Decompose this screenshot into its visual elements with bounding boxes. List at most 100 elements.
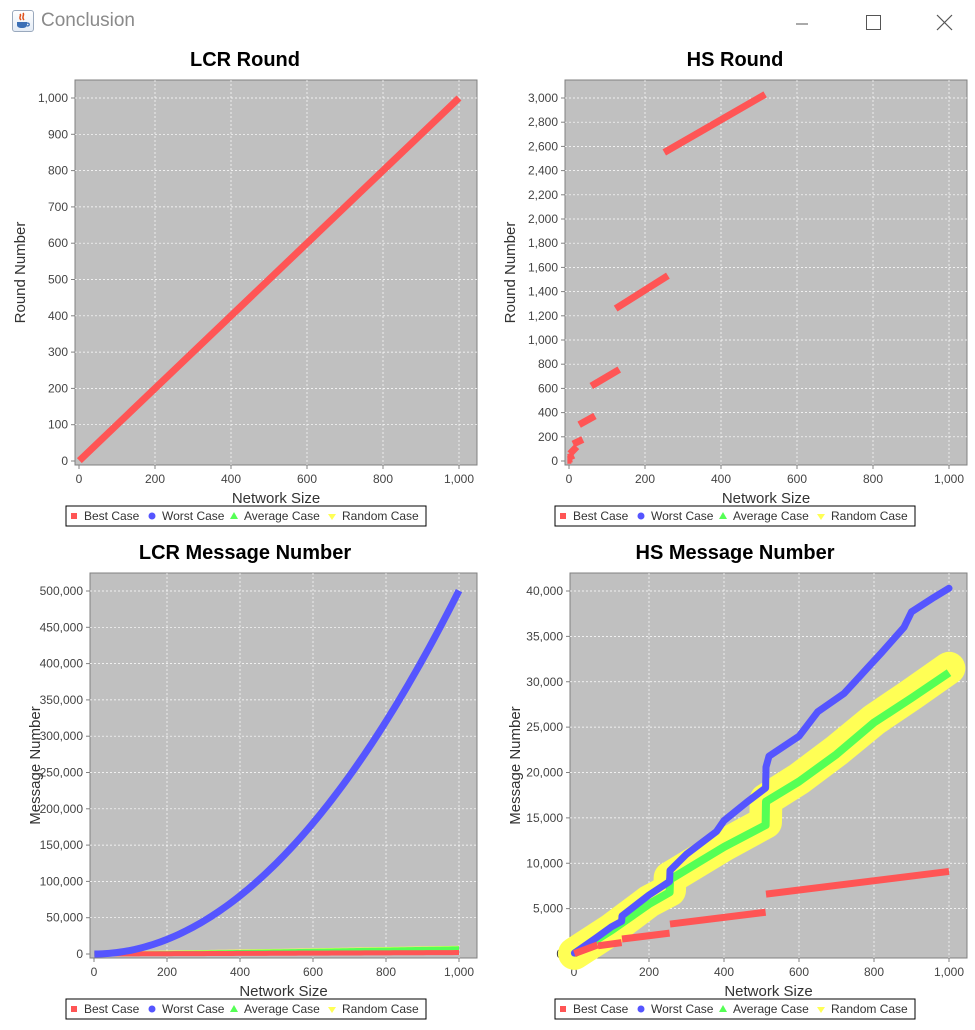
y-tick-label: 1,800 xyxy=(528,236,558,250)
y-tick-label: 30,000 xyxy=(526,675,563,689)
chart-legend: Best Case Worst Case Average Case Random Ca… xyxy=(65,998,427,1020)
chart-title: LCR Message Number xyxy=(139,542,351,564)
legend-box xyxy=(554,998,916,1020)
series-best-case xyxy=(94,950,460,957)
series-group xyxy=(76,95,462,464)
series-best-case-segment xyxy=(669,908,767,928)
legend-label: Worst Case xyxy=(162,509,225,523)
y-tick-label: 0 xyxy=(551,454,558,468)
y-tick-label: 700 xyxy=(48,200,68,214)
legend-box xyxy=(554,505,916,527)
maximize-button[interactable] xyxy=(857,8,889,36)
y-tick-label: 1,000 xyxy=(38,91,68,105)
y-tick-label: 250,000 xyxy=(40,766,84,780)
legend-square-icon xyxy=(71,513,77,519)
y-tick-label: 1,200 xyxy=(528,309,558,323)
y-tick-label: 150,000 xyxy=(40,838,84,852)
y-tick-label: 25,000 xyxy=(526,720,563,734)
x-tick-label: 0 xyxy=(76,472,83,486)
legend-label: Average Case xyxy=(244,1002,320,1016)
y-tick-label: 0 xyxy=(61,454,68,468)
series-best-case-segment xyxy=(571,436,585,448)
series-best-case-segment xyxy=(577,412,597,428)
y-tick-label: 900 xyxy=(48,127,68,141)
chart-title: LCR Round xyxy=(190,49,300,71)
y-tick-label: 0 xyxy=(76,947,83,961)
y-axis-label: Round Number xyxy=(502,222,519,324)
y-tick-label: 600 xyxy=(538,381,558,395)
y-tick-label: 35,000 xyxy=(526,629,563,643)
legend-circle-icon xyxy=(637,512,645,520)
x-tick-label: 600 xyxy=(789,965,809,979)
series-best-case-segment xyxy=(613,272,670,312)
y-tick-label: 100,000 xyxy=(40,874,84,888)
y-tick-label: 300,000 xyxy=(40,729,84,743)
series-best-case-segment xyxy=(597,939,623,950)
y-tick-label: 1,400 xyxy=(528,285,558,299)
legend-down-triangle-icon xyxy=(328,514,336,520)
series-average-case xyxy=(572,669,952,957)
x-axis-label: Network Size xyxy=(239,983,327,1000)
y-tick-label: 50,000 xyxy=(46,911,83,925)
window-titlebar: Conclusion xyxy=(0,0,975,44)
y-tick-label: 400 xyxy=(48,309,68,323)
legend-down-triangle-icon xyxy=(328,1007,336,1013)
minimize-icon xyxy=(796,23,808,25)
series-worst-case xyxy=(570,584,953,957)
x-tick-label: 200 xyxy=(635,472,655,486)
y-tick-label: 800 xyxy=(48,164,68,178)
series-best-case-segment xyxy=(589,366,622,389)
y-tick-label: 200,000 xyxy=(40,802,84,816)
legend-square-icon xyxy=(71,1006,77,1012)
x-tick-label: 400 xyxy=(230,965,250,979)
chart-title: HS Message Number xyxy=(636,542,835,564)
legend-down-triangle-icon xyxy=(817,514,825,520)
series-group xyxy=(94,589,463,958)
y-tick-label: 1,000 xyxy=(528,333,558,347)
legend-label: Random Case xyxy=(831,1002,908,1016)
close-button[interactable] xyxy=(928,8,960,36)
close-icon xyxy=(936,14,953,31)
legend-label: Average Case xyxy=(733,1002,809,1016)
y-tick-label: 2,200 xyxy=(528,188,558,202)
y-tick-label: 350,000 xyxy=(40,693,84,707)
legend-triangle-icon xyxy=(719,1005,727,1012)
window-title: Conclusion xyxy=(41,10,135,31)
legend-square-icon xyxy=(560,1006,566,1012)
x-tick-label: 400 xyxy=(714,965,734,979)
y-axis-label: Message Number xyxy=(507,706,524,824)
y-axis-label: Round Number xyxy=(12,222,29,324)
y-tick-label: 200 xyxy=(538,430,558,444)
x-tick-label: 0 xyxy=(566,472,573,486)
minimize-button[interactable] xyxy=(786,8,818,36)
y-tick-label: 500,000 xyxy=(40,584,84,598)
legend-triangle-icon xyxy=(230,512,238,519)
charts-panel: LCR Round 0 200 400 600 800 1,000 0 100 200 300 400… xyxy=(12,49,968,1020)
legend-label: Best Case xyxy=(84,1002,140,1016)
legend-label: Random Case xyxy=(342,1002,419,1016)
lcr-round-chart: LCR Round 0 200 400 600 800 1,000 0 100 200 300 400… xyxy=(12,49,478,527)
y-tick-label: 5,000 xyxy=(533,902,563,916)
y-tick-label: 3,000 xyxy=(528,91,558,105)
x-tick-label: 800 xyxy=(864,965,884,979)
legend-label: Best Case xyxy=(573,1002,629,1016)
y-tick-label: 400,000 xyxy=(40,657,84,671)
y-tick-label: 100 xyxy=(48,418,68,432)
x-tick-label: 400 xyxy=(221,472,241,486)
x-tick-label: 600 xyxy=(787,472,807,486)
plot-area xyxy=(564,79,968,466)
x-tick-label: 1,000 xyxy=(444,472,474,486)
lcr-message-chart: LCR Message Number 0 200 400 600 800 1,000 0 50,… xyxy=(27,542,478,1020)
y-tick-label: 2,800 xyxy=(528,115,558,129)
y-tick-label: 2,600 xyxy=(528,139,558,153)
y-tick-label: 10,000 xyxy=(526,856,563,870)
y-tick-label: 2,000 xyxy=(528,212,558,226)
chart-legend: Best Case Worst Case Average Case Random Ca… xyxy=(554,505,916,527)
y-tick-label: 2,400 xyxy=(528,164,558,178)
y-tick-label: 300 xyxy=(48,345,68,359)
plot-area xyxy=(89,572,478,959)
y-tick-label: 40,000 xyxy=(526,584,563,598)
y-tick-label: 500 xyxy=(48,273,68,287)
legend-label: Worst Case xyxy=(162,1002,225,1016)
legend-circle-icon xyxy=(148,512,156,520)
